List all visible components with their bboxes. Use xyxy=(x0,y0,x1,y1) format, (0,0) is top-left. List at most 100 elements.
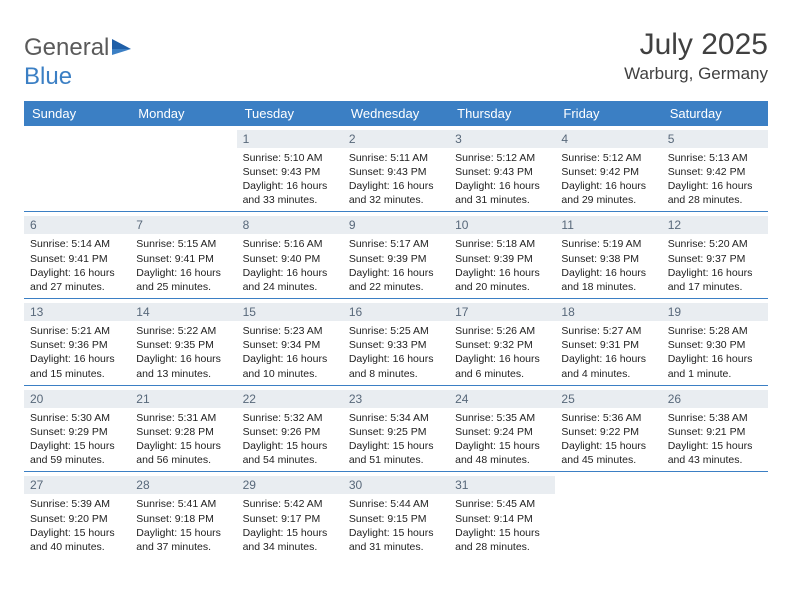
calendar-header-row: SundayMondayTuesdayWednesdayThursdayFrid… xyxy=(24,101,768,126)
day-info: Sunrise: 5:35 AMSunset: 9:24 PMDaylight:… xyxy=(455,411,549,468)
brand-logo: General Blue xyxy=(24,34,133,91)
day-info: Sunrise: 5:22 AMSunset: 9:35 PMDaylight:… xyxy=(136,324,230,381)
day-info: Sunrise: 5:25 AMSunset: 9:33 PMDaylight:… xyxy=(349,324,443,381)
day-info: Sunrise: 5:34 AMSunset: 9:25 PMDaylight:… xyxy=(349,411,443,468)
calendar-row: 6 Sunrise: 5:14 AMSunset: 9:41 PMDaylight… xyxy=(24,212,768,299)
calendar-cell: 20Sunrise: 5:30 AMSunset: 9:29 PMDayligh… xyxy=(24,385,130,472)
day-info: Sunrise: 5:12 AMSunset: 9:42 PMDaylight:… xyxy=(561,151,655,208)
day-number: 18 xyxy=(555,303,661,321)
calendar-cell: 1 Sunrise: 5:10 AMSunset: 9:43 PMDaylight… xyxy=(237,126,343,212)
day-number: 28 xyxy=(130,476,236,494)
day-info: Sunrise: 5:39 AMSunset: 9:20 PMDaylight:… xyxy=(30,497,124,554)
calendar-cell xyxy=(24,126,130,212)
day-number: 17 xyxy=(449,303,555,321)
day-info: Sunrise: 5:10 AMSunset: 9:43 PMDaylight:… xyxy=(243,151,337,208)
calendar-body: 1 Sunrise: 5:10 AMSunset: 9:43 PMDaylight… xyxy=(24,126,768,558)
day-info: Sunrise: 5:16 AMSunset: 9:40 PMDaylight:… xyxy=(243,237,337,294)
calendar-cell: 30Sunrise: 5:44 AMSunset: 9:15 PMDayligh… xyxy=(343,472,449,558)
day-info: Sunrise: 5:41 AMSunset: 9:18 PMDaylight:… xyxy=(136,497,230,554)
brand-text: General Blue xyxy=(24,34,133,91)
weekday-header: Monday xyxy=(130,101,236,126)
calendar-row: 13 Sunrise: 5:21 AMSunset: 9:36 PMDayligh… xyxy=(24,299,768,386)
calendar-cell xyxy=(662,472,768,558)
calendar-cell: 16 Sunrise: 5:25 AMSunset: 9:33 PMDayligh… xyxy=(343,299,449,386)
calendar-cell xyxy=(555,472,661,558)
day-info: Sunrise: 5:20 AMSunset: 9:37 PMDaylight:… xyxy=(668,237,762,294)
calendar-row: 27 Sunrise: 5:39 AMSunset: 9:20 PMDayligh… xyxy=(24,472,768,558)
day-number: 26 xyxy=(662,390,768,408)
day-number: 29 xyxy=(237,476,343,494)
weekday-header: Tuesday xyxy=(237,101,343,126)
day-info: Sunrise: 5:13 AMSunset: 9:42 PMDaylight:… xyxy=(668,151,762,208)
day-info: Sunrise: 5:32 AMSunset: 9:26 PMDaylight:… xyxy=(243,411,337,468)
day-number: 11 xyxy=(555,216,661,234)
day-number: 14 xyxy=(130,303,236,321)
day-info: Sunrise: 5:31 AMSunset: 9:28 PMDaylight:… xyxy=(136,411,230,468)
day-info: Sunrise: 5:19 AMSunset: 9:38 PMDaylight:… xyxy=(561,237,655,294)
calendar-cell: 23Sunrise: 5:34 AMSunset: 9:25 PMDayligh… xyxy=(343,385,449,472)
calendar-cell: 25Sunrise: 5:36 AMSunset: 9:22 PMDayligh… xyxy=(555,385,661,472)
calendar-cell: 19Sunrise: 5:28 AMSunset: 9:30 PMDayligh… xyxy=(662,299,768,386)
calendar-cell: 28 Sunrise: 5:41 AMSunset: 9:18 PMDayligh… xyxy=(130,472,236,558)
day-info: Sunrise: 5:11 AMSunset: 9:43 PMDaylight:… xyxy=(349,151,443,208)
day-number: 25 xyxy=(555,390,661,408)
day-info: Sunrise: 5:12 AMSunset: 9:43 PMDaylight:… xyxy=(455,151,549,208)
calendar-cell: 7 Sunrise: 5:15 AMSunset: 9:41 PMDaylight… xyxy=(130,212,236,299)
day-number: 27 xyxy=(24,476,130,494)
day-info: Sunrise: 5:21 AMSunset: 9:36 PMDaylight:… xyxy=(30,324,124,381)
day-number: 6 xyxy=(24,216,130,234)
day-info: Sunrise: 5:42 AMSunset: 9:17 PMDaylight:… xyxy=(243,497,337,554)
calendar-cell: 24 Sunrise: 5:35 AMSunset: 9:24 PMDayligh… xyxy=(449,385,555,472)
calendar-cell: 10Sunrise: 5:18 AMSunset: 9:39 PMDayligh… xyxy=(449,212,555,299)
day-info: Sunrise: 5:15 AMSunset: 9:41 PMDaylight:… xyxy=(136,237,230,294)
calendar-cell: 17 Sunrise: 5:26 AMSunset: 9:32 PMDayligh… xyxy=(449,299,555,386)
brand-word2: Blue xyxy=(24,63,72,90)
day-number: 2 xyxy=(343,130,449,148)
day-number: 4 xyxy=(555,130,661,148)
day-number: 7 xyxy=(130,216,236,234)
calendar-cell: 5 Sunrise: 5:13 AMSunset: 9:42 PMDaylight… xyxy=(662,126,768,212)
weekday-header: Friday xyxy=(555,101,661,126)
weekday-header: Thursday xyxy=(449,101,555,126)
weekday-header: Wednesday xyxy=(343,101,449,126)
month-title: July 2025 xyxy=(624,28,768,62)
header: General Blue July 2025 Warburg, Germany xyxy=(24,28,768,91)
calendar-cell: 26 Sunrise: 5:38 AMSunset: 9:21 PMDayligh… xyxy=(662,385,768,472)
day-number: 16 xyxy=(343,303,449,321)
calendar-row: 1 Sunrise: 5:10 AMSunset: 9:43 PMDaylight… xyxy=(24,126,768,212)
day-info: Sunrise: 5:23 AMSunset: 9:34 PMDaylight:… xyxy=(243,324,337,381)
day-info: Sunrise: 5:45 AMSunset: 9:14 PMDaylight:… xyxy=(455,497,549,554)
calendar-cell: 6 Sunrise: 5:14 AMSunset: 9:41 PMDaylight… xyxy=(24,212,130,299)
day-number: 13 xyxy=(24,303,130,321)
calendar-cell: 14 Sunrise: 5:22 AMSunset: 9:35 PMDayligh… xyxy=(130,299,236,386)
calendar-cell: 12 Sunrise: 5:20 AMSunset: 9:37 PMDayligh… xyxy=(662,212,768,299)
calendar-cell: 29 Sunrise: 5:42 AMSunset: 9:17 PMDayligh… xyxy=(237,472,343,558)
calendar-cell: 18Sunrise: 5:27 AMSunset: 9:31 PMDayligh… xyxy=(555,299,661,386)
calendar-cell: 11 Sunrise: 5:19 AMSunset: 9:38 PMDayligh… xyxy=(555,212,661,299)
calendar-cell: 2 Sunrise: 5:11 AMSunset: 9:43 PMDaylight… xyxy=(343,126,449,212)
flag-icon xyxy=(111,35,133,63)
day-info: Sunrise: 5:38 AMSunset: 9:21 PMDaylight:… xyxy=(668,411,762,468)
day-number: 1 xyxy=(237,130,343,148)
day-number: 30 xyxy=(343,476,449,494)
calendar-page: General Blue July 2025 Warburg, Germany … xyxy=(0,0,792,558)
calendar-cell: 15 Sunrise: 5:23 AMSunset: 9:34 PMDayligh… xyxy=(237,299,343,386)
day-number: 15 xyxy=(237,303,343,321)
day-info: Sunrise: 5:14 AMSunset: 9:41 PMDaylight:… xyxy=(30,237,124,294)
calendar-cell: 13 Sunrise: 5:21 AMSunset: 9:36 PMDayligh… xyxy=(24,299,130,386)
day-number: 19 xyxy=(662,303,768,321)
day-number: 22 xyxy=(237,390,343,408)
calendar-table: SundayMondayTuesdayWednesdayThursdayFrid… xyxy=(24,101,768,558)
calendar-cell: 9Sunrise: 5:17 AMSunset: 9:39 PMDaylight… xyxy=(343,212,449,299)
calendar-cell: 8Sunrise: 5:16 AMSunset: 9:40 PMDaylight… xyxy=(237,212,343,299)
calendar-cell: 27 Sunrise: 5:39 AMSunset: 9:20 PMDayligh… xyxy=(24,472,130,558)
day-number: 24 xyxy=(449,390,555,408)
calendar-cell: 21Sunrise: 5:31 AMSunset: 9:28 PMDayligh… xyxy=(130,385,236,472)
calendar-cell xyxy=(130,126,236,212)
weekday-header: Saturday xyxy=(662,101,768,126)
day-info: Sunrise: 5:26 AMSunset: 9:32 PMDaylight:… xyxy=(455,324,549,381)
day-number: 10 xyxy=(449,216,555,234)
day-number: 20 xyxy=(24,390,130,408)
day-number: 12 xyxy=(662,216,768,234)
day-number: 5 xyxy=(662,130,768,148)
